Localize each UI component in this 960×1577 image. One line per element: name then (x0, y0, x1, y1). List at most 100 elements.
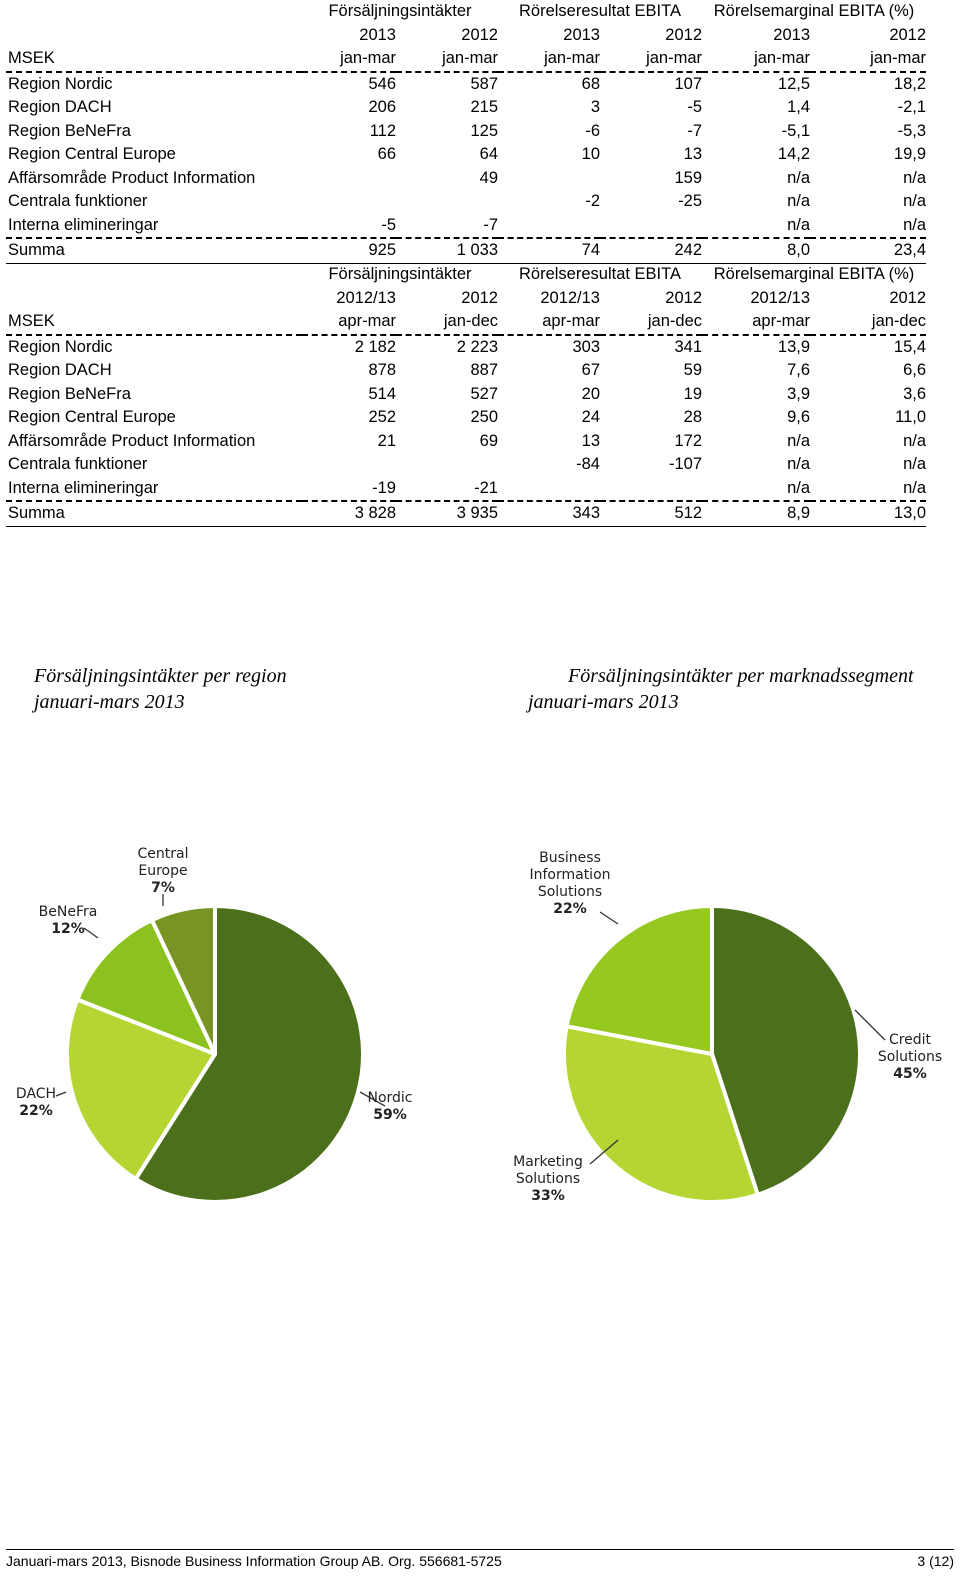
group-header-row: Försäljningsintäkter Rörelseresultat EBIT… (6, 263, 926, 287)
table-row: Summa 925 1 033 74 242 8,0 23,4 (6, 238, 927, 264)
year-header: 2013 (773, 25, 811, 44)
row-value (498, 167, 600, 191)
table-row: Centrala funktioner -84 -107 n/a n/a (6, 453, 926, 477)
group-header-row: Försäljningsintäkter Rörelseresultat EBIT… (6, 0, 926, 24)
row-value: n/a (787, 431, 811, 450)
row-value (600, 476, 703, 502)
row-value: -2 (585, 192, 600, 210)
row-label: Region Central Europe (8, 408, 176, 426)
table-row: Region Nordic 2 182 2 223 303 341 13,9 15,4 (6, 335, 926, 360)
slice-value-business-information-solutions: 22% (553, 901, 587, 917)
slice-value-marketing-solutions: 33% (531, 1188, 565, 1204)
unit-label: MSEK (6, 310, 302, 336)
row-value (498, 476, 600, 502)
slice-value-credit-solutions: 45% (893, 1066, 927, 1082)
row-value (302, 453, 396, 477)
row-value: 8,0 (702, 238, 811, 264)
row-value: 512 (600, 501, 703, 527)
row-value: 7,6 (787, 361, 811, 379)
table-row: Interna elimineringar -19 -21 n/a n/a (6, 476, 927, 502)
table-row: Region Central Europe 66 64 10 13 14,2 19,9 (6, 143, 926, 167)
row-value: n/a (787, 455, 811, 473)
leader-line-benefra (83, 927, 99, 939)
row-value: 206 (368, 98, 396, 116)
row-value: 3 828 (302, 501, 396, 527)
table-row: Region Nordic 546 587 68 107 12,5 18,2 (6, 72, 926, 97)
row-value: 3,9 (787, 384, 811, 403)
year-header: 2012/13 (336, 288, 396, 307)
row-value: 64 (479, 145, 498, 163)
row-value: n/a (810, 213, 927, 239)
table-q1: Försäljningsintäkter Rörelseresultat EBIT… (6, 0, 927, 264)
row-value: 74 (498, 238, 600, 264)
pie-chart-region: Nordic 59% DACH 22% BeNeFra 12% Central Europe 7… (16, 846, 413, 1204)
leader-line-dach (55, 1091, 67, 1097)
row-value (396, 190, 498, 214)
unit-label: MSEK (6, 47, 302, 73)
row-value (302, 190, 396, 214)
row-value: 2 182 (354, 337, 396, 356)
row-value: 13 (683, 145, 703, 163)
row-value: 1,4 (787, 98, 811, 116)
row-value: n/a (702, 213, 811, 239)
row-value: 2 223 (456, 337, 498, 356)
table-row: Region BeNeFra 112 125 -6 -7 -5,1 -5,3 (6, 120, 926, 144)
group-header: Rörelseresultat EBITA (519, 2, 682, 20)
row-label: Affärsområde Product Information (8, 168, 256, 187)
pie-slice-dach (65, 997, 217, 1181)
row-value: n/a (903, 455, 927, 473)
row-label: Region DACH (8, 361, 112, 379)
year-header: 2012 (889, 25, 927, 44)
pie-region-title-block: Försäljningsintäkter per region januari-… (34, 663, 287, 715)
row-value: 172 (674, 431, 703, 450)
row-label: Region Nordic (8, 337, 113, 356)
row-value: 925 (302, 238, 396, 264)
header-spacer (6, 0, 302, 24)
pie-segment-title: Försäljningsintäkter per marknadssegment (568, 665, 914, 687)
slice-value-central-europe: 7% (151, 880, 175, 896)
row-value: -5 (687, 98, 703, 116)
row-value: 341 (674, 337, 703, 356)
row-label: Summa (6, 501, 302, 527)
row-value (302, 167, 396, 191)
row-value: 242 (600, 238, 703, 264)
pie-slice-credit-solutions (710, 904, 862, 1197)
row-value: -84 (576, 455, 600, 473)
leader-line-credit-solutions (854, 1009, 886, 1041)
row-value: n/a (903, 168, 927, 187)
year-header: 2012 (461, 288, 498, 307)
row-value: 159 (674, 168, 703, 187)
row-value: 3,6 (903, 384, 927, 403)
row-value: 3 (590, 98, 600, 116)
row-value: 546 (368, 74, 396, 93)
table-row: Region Central Europe 252 250 24 28 9,6 11,0 (6, 406, 926, 430)
row-value: -7 (396, 213, 498, 239)
period-header: jan-mar (600, 47, 703, 73)
table-rolling: Försäljningsintäkter Rörelseresultat EBIT… (6, 263, 927, 527)
financial-table-jan-mar: Försäljningsintäkter Rörelseresultat EBIT… (6, 0, 927, 264)
period-header: jan-dec (810, 310, 927, 336)
year-header: 2012 (665, 288, 703, 307)
row-label: Region BeNeFra (8, 121, 131, 140)
row-value: 24 (581, 408, 600, 426)
pie-region-title: Försäljningsintäkter per region (34, 665, 287, 687)
group-header: Rörelsemarginal EBITA (%) (713, 265, 915, 283)
year-header: 2013 (359, 25, 396, 44)
row-value: 3 935 (396, 501, 498, 527)
row-value: -5,3 (897, 121, 927, 140)
row-value: 107 (674, 74, 703, 93)
row-value: -7 (687, 121, 703, 140)
leader-line-business-information-solutions (599, 911, 619, 925)
row-value: 13,0 (810, 501, 927, 527)
period-header: apr-mar (498, 310, 600, 336)
row-value: -2,1 (897, 98, 927, 116)
table-row: Interna elimineringar -5 -7 n/a n/a (6, 213, 927, 239)
year-row: 2013 2012 2013 2012 2013 2012 (6, 24, 926, 48)
row-value: 69 (479, 431, 498, 450)
pie-slice-marketing-solutions (562, 1024, 760, 1204)
slice-label-credit-solutions: Credit Solutions 45% (878, 1032, 942, 1082)
row-value: 250 (470, 408, 498, 426)
row-value: 59 (683, 361, 703, 379)
table-row: Centrala funktioner -2 -25 n/a n/a (6, 190, 926, 214)
pie-slice-central-europe (149, 904, 217, 1056)
